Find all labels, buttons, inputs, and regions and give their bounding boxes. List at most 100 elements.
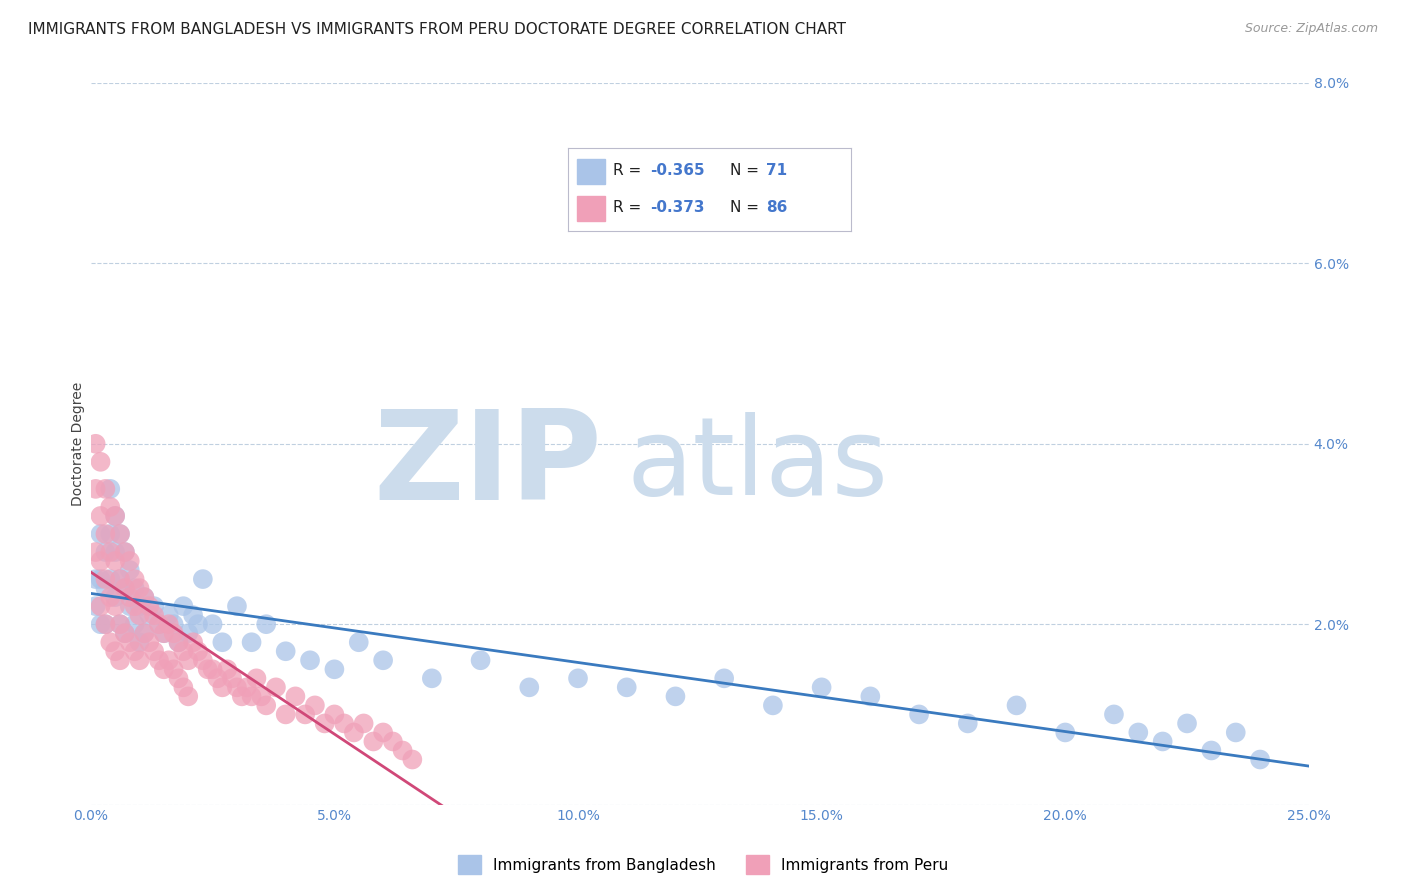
Point bbox=[114, 626, 136, 640]
Point bbox=[177, 626, 200, 640]
Point bbox=[108, 527, 131, 541]
Point bbox=[98, 635, 121, 649]
Point bbox=[177, 653, 200, 667]
Point bbox=[124, 581, 146, 595]
Point bbox=[124, 617, 146, 632]
Point bbox=[250, 690, 273, 704]
Point bbox=[167, 635, 190, 649]
Point bbox=[118, 635, 141, 649]
Point bbox=[664, 690, 686, 704]
Point bbox=[167, 635, 190, 649]
Point bbox=[148, 653, 170, 667]
Point bbox=[162, 662, 184, 676]
Point bbox=[98, 527, 121, 541]
Point bbox=[191, 572, 214, 586]
Point bbox=[1249, 752, 1271, 766]
Point bbox=[104, 590, 127, 604]
Point bbox=[128, 635, 150, 649]
Point bbox=[90, 455, 112, 469]
Point bbox=[90, 572, 112, 586]
Point bbox=[371, 725, 394, 739]
Point bbox=[90, 599, 112, 614]
Point bbox=[114, 581, 136, 595]
Point bbox=[94, 482, 117, 496]
Point bbox=[108, 527, 131, 541]
Text: Source: ZipAtlas.com: Source: ZipAtlas.com bbox=[1244, 22, 1378, 36]
Point bbox=[371, 653, 394, 667]
Point bbox=[859, 690, 882, 704]
Point bbox=[908, 707, 931, 722]
Point bbox=[114, 545, 136, 559]
Point bbox=[162, 626, 184, 640]
Point bbox=[143, 644, 166, 658]
Text: -0.365: -0.365 bbox=[650, 163, 704, 178]
Bar bbox=[576, 159, 605, 184]
Point bbox=[148, 617, 170, 632]
Point bbox=[762, 698, 785, 713]
Bar bbox=[576, 196, 605, 221]
Point bbox=[143, 599, 166, 614]
Point bbox=[104, 644, 127, 658]
Point bbox=[124, 599, 146, 614]
Point bbox=[118, 599, 141, 614]
Point bbox=[94, 617, 117, 632]
Point bbox=[284, 690, 307, 704]
Point bbox=[274, 707, 297, 722]
Point bbox=[1225, 725, 1247, 739]
Point bbox=[98, 545, 121, 559]
Point bbox=[108, 572, 131, 586]
Point bbox=[134, 590, 156, 604]
Point bbox=[294, 707, 316, 722]
Point bbox=[104, 508, 127, 523]
Point bbox=[264, 681, 287, 695]
Point bbox=[90, 527, 112, 541]
Point bbox=[1128, 725, 1150, 739]
Point bbox=[1175, 716, 1198, 731]
Point bbox=[98, 572, 121, 586]
Point bbox=[713, 671, 735, 685]
Point bbox=[240, 635, 263, 649]
Point bbox=[616, 681, 638, 695]
Point bbox=[235, 681, 257, 695]
Point bbox=[956, 716, 979, 731]
Point bbox=[153, 626, 176, 640]
Point bbox=[187, 617, 209, 632]
Point bbox=[347, 635, 370, 649]
Text: atlas: atlas bbox=[627, 412, 889, 518]
Text: IMMIGRANTS FROM BANGLADESH VS IMMIGRANTS FROM PERU DOCTORATE DEGREE CORRELATION : IMMIGRANTS FROM BANGLADESH VS IMMIGRANTS… bbox=[28, 22, 846, 37]
Text: 71: 71 bbox=[766, 163, 787, 178]
Point bbox=[98, 590, 121, 604]
Point bbox=[84, 437, 107, 451]
Point bbox=[90, 508, 112, 523]
Point bbox=[1201, 743, 1223, 757]
Point bbox=[207, 671, 229, 685]
Point bbox=[162, 617, 184, 632]
Point bbox=[197, 662, 219, 676]
Point bbox=[245, 671, 267, 685]
Point bbox=[84, 545, 107, 559]
Point bbox=[124, 572, 146, 586]
Point bbox=[221, 671, 243, 685]
Point bbox=[128, 581, 150, 595]
Point bbox=[177, 690, 200, 704]
Point bbox=[181, 635, 204, 649]
Point bbox=[118, 590, 141, 604]
Point bbox=[274, 644, 297, 658]
Point bbox=[157, 653, 180, 667]
Point bbox=[108, 572, 131, 586]
Point bbox=[108, 617, 131, 632]
Point bbox=[470, 653, 492, 667]
Point bbox=[363, 734, 385, 748]
Point bbox=[104, 554, 127, 568]
Point bbox=[94, 572, 117, 586]
Point bbox=[1102, 707, 1125, 722]
Point bbox=[148, 617, 170, 632]
Text: N =: N = bbox=[730, 200, 763, 215]
Point bbox=[1152, 734, 1174, 748]
Point bbox=[226, 599, 249, 614]
Text: R =: R = bbox=[613, 163, 647, 178]
Point bbox=[323, 662, 346, 676]
Point bbox=[201, 617, 224, 632]
Point bbox=[138, 635, 160, 649]
Point bbox=[90, 617, 112, 632]
